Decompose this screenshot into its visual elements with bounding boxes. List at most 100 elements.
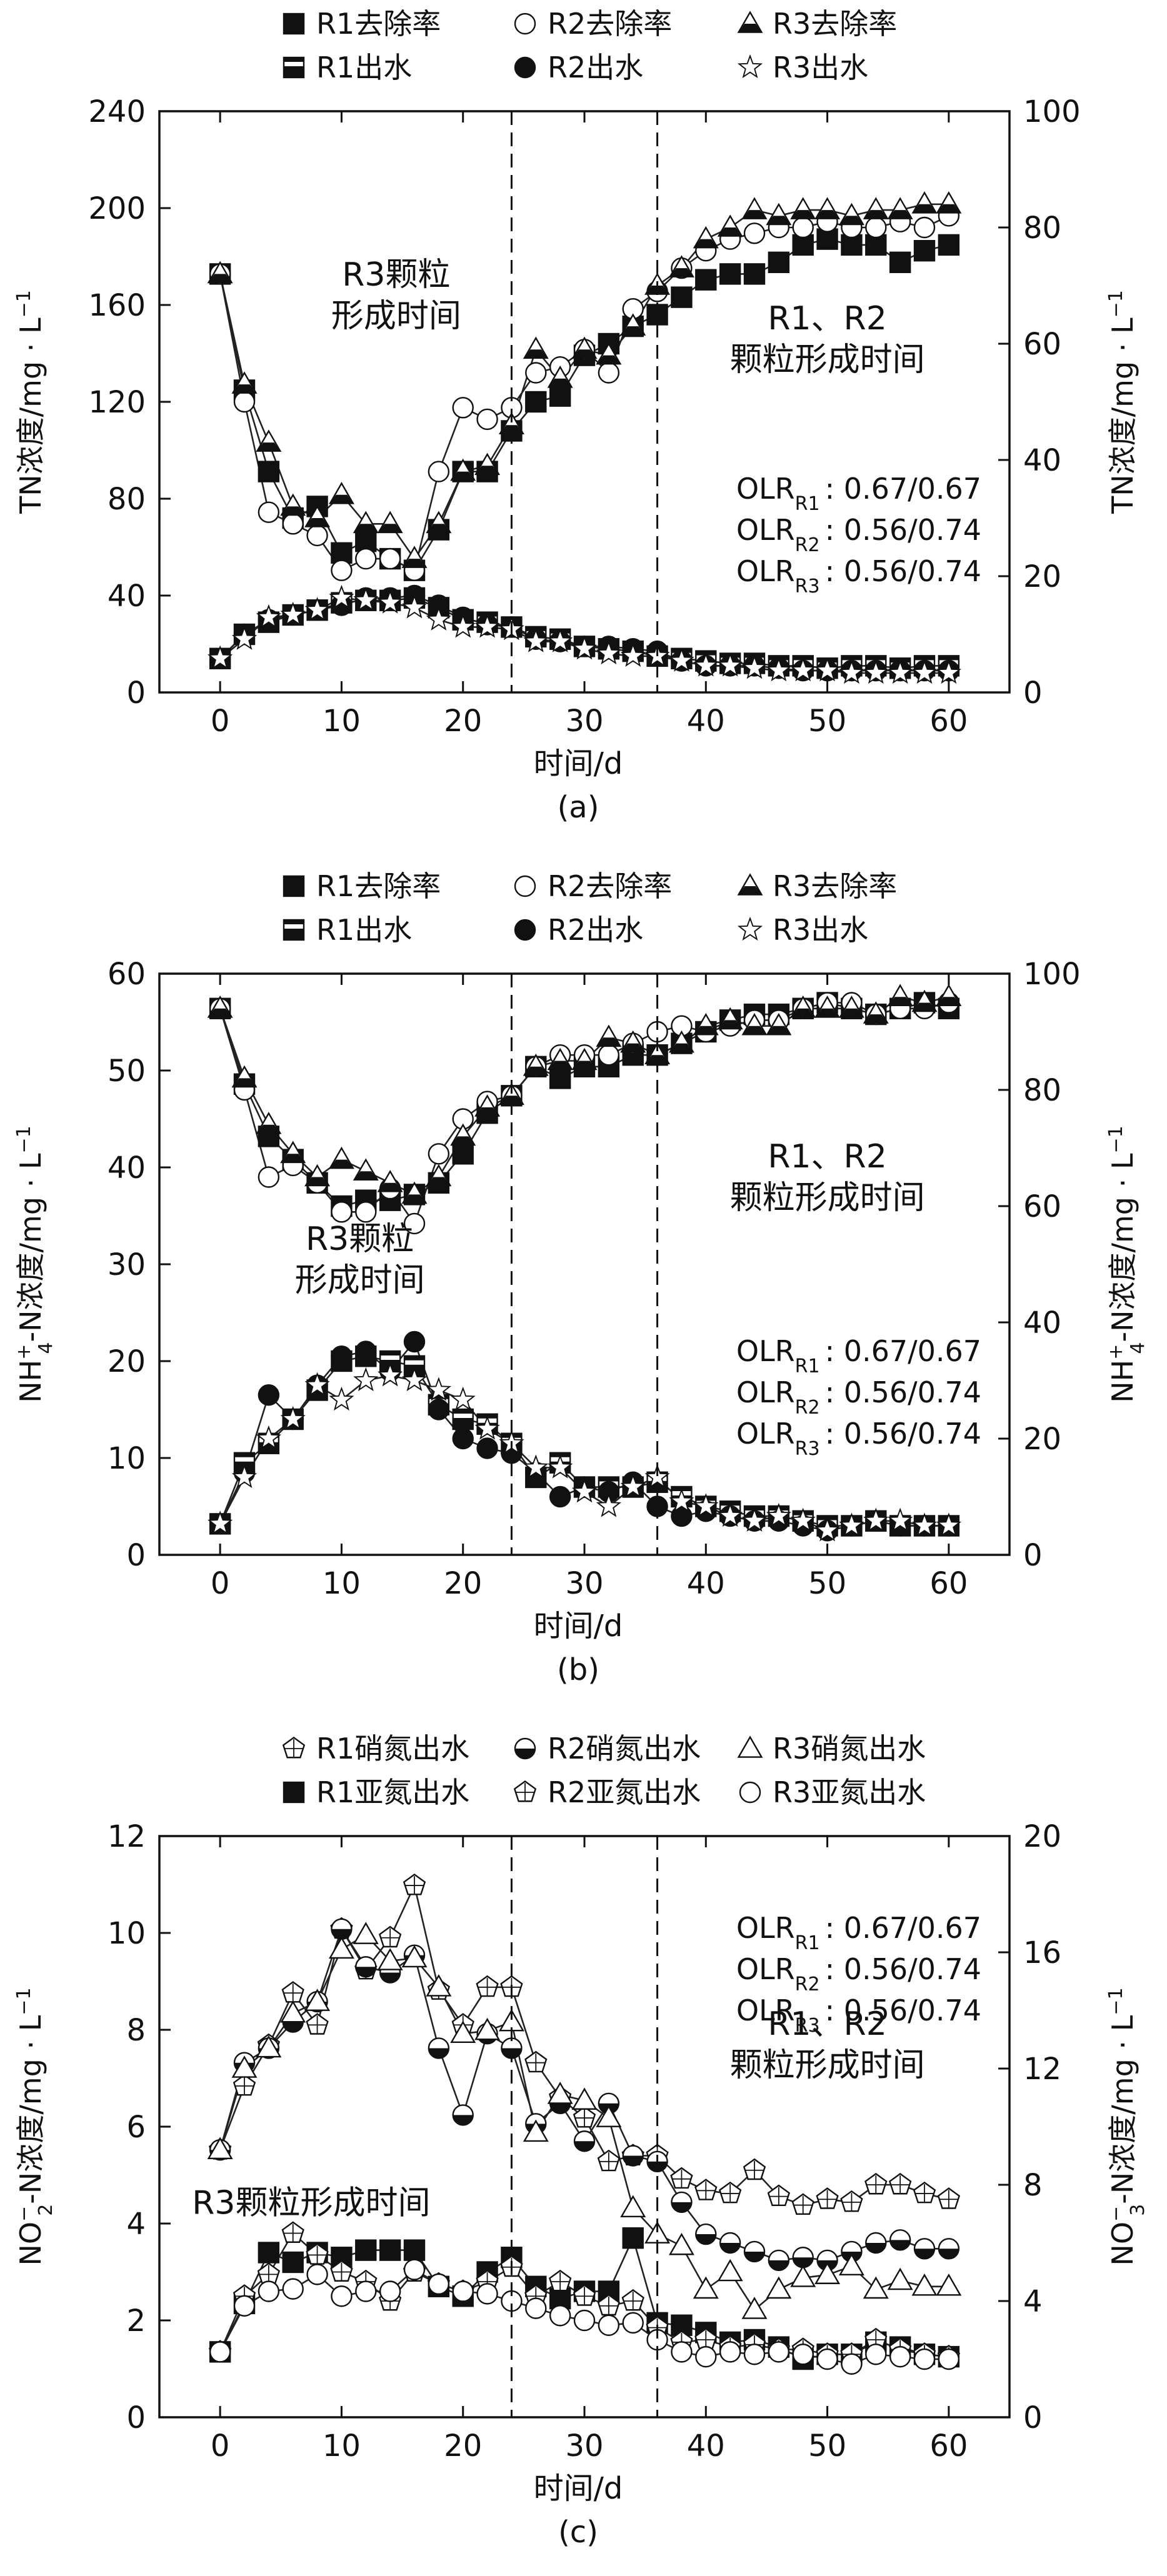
data-point xyxy=(936,191,962,214)
data-point xyxy=(622,2145,644,2167)
data-point xyxy=(379,2280,401,2302)
y-tick-label: 60 xyxy=(108,957,146,992)
data-point xyxy=(620,642,646,667)
data-point xyxy=(671,2341,693,2363)
data-point xyxy=(743,2240,766,2263)
data-point xyxy=(695,269,717,291)
annotation-line: 形成时间 xyxy=(331,297,461,335)
data-point xyxy=(814,995,841,1018)
data-point xyxy=(573,2284,596,2306)
data-point xyxy=(403,1330,426,1353)
x-tick-label: 30 xyxy=(565,704,603,739)
data-point xyxy=(353,587,379,611)
data-point xyxy=(571,636,598,660)
data-point xyxy=(863,1001,889,1024)
data-point xyxy=(304,1372,330,1396)
data-point xyxy=(231,2055,258,2078)
x-tick-label: 60 xyxy=(929,2429,968,2464)
data-point xyxy=(717,214,743,237)
data-point xyxy=(598,2092,620,2115)
data-point xyxy=(378,1362,403,1387)
data-point xyxy=(911,659,938,684)
data-point xyxy=(306,2013,329,2035)
data-point xyxy=(231,626,258,650)
annotation-line: R1、R2 xyxy=(768,2005,886,2043)
data-point xyxy=(573,2130,596,2152)
data-point xyxy=(353,1922,379,1944)
svg-text:NO−2-N浓度/mg · L−1: NO−2-N浓度/mg · L−1 xyxy=(13,1987,57,2265)
data-point xyxy=(428,1143,450,1165)
y2-tick-label: 0 xyxy=(1023,676,1043,711)
annotation: R3颗粒形成时间 xyxy=(192,2185,430,2222)
data-point xyxy=(814,1517,840,1542)
data-point xyxy=(717,2259,743,2282)
data-point xyxy=(598,2314,620,2336)
data-point xyxy=(523,1053,549,1076)
x-tick-label: 10 xyxy=(323,1566,361,1601)
data-point xyxy=(670,2167,693,2189)
data-point xyxy=(547,1047,573,1071)
data-point xyxy=(353,1367,379,1392)
y-axis-title: NO−2-N浓度/mg · L−1 xyxy=(13,1987,57,2265)
data-point xyxy=(644,1464,670,1489)
data-point xyxy=(328,1146,354,1169)
data-point xyxy=(571,336,598,359)
y2-tick-label: 20 xyxy=(1023,1819,1061,1854)
y-tick-label: 2 xyxy=(126,2304,146,2339)
data-point xyxy=(331,2285,353,2307)
data-point xyxy=(597,2294,621,2316)
legend-marker-circle xyxy=(514,919,536,941)
data-point xyxy=(450,1123,476,1146)
data-point xyxy=(207,261,233,284)
data-point xyxy=(401,546,428,568)
data-point xyxy=(452,2104,474,2126)
data-point xyxy=(280,493,306,516)
data-point xyxy=(668,1030,694,1053)
data-point xyxy=(474,1415,500,1440)
data-point xyxy=(598,362,620,384)
y-tick-label: 10 xyxy=(108,1916,146,1951)
x-axis-title: 时间/d xyxy=(534,746,623,781)
data-point xyxy=(596,2105,622,2127)
data-point xyxy=(693,652,719,677)
data-point xyxy=(306,2264,328,2285)
data-point xyxy=(792,216,814,239)
data-point xyxy=(426,511,452,534)
y-tick-label: 240 xyxy=(88,94,146,129)
x-tick-label: 50 xyxy=(808,2429,846,2464)
data-point xyxy=(426,1974,452,1997)
data-point xyxy=(622,2312,644,2334)
y-tick-label: 8 xyxy=(126,2013,146,2048)
legend-marker-pentagon-cross xyxy=(282,1736,306,1759)
data-point xyxy=(838,2253,864,2276)
data-point xyxy=(719,263,741,285)
legend: R1去除率 R2去除率 R3去除率 R1出水 R2出水 R3出水 xyxy=(283,7,897,84)
data-point xyxy=(719,2232,741,2254)
data-point xyxy=(450,2020,476,2044)
data-point xyxy=(330,2260,353,2282)
chart-panel-b: R1去除率 R2去除率 R3去除率 R1出水 R2出水 R3出水 0 10 20 30 40 50 60… xyxy=(13,869,1149,1687)
legend-marker-circle xyxy=(514,56,536,79)
series-line xyxy=(219,1002,949,1207)
data-point xyxy=(428,1399,450,1420)
data-point xyxy=(864,2327,888,2350)
chart-panel-c: R1硝氮出水 R2硝氮出水 R3硝氮出水 R1亚氮出水 R2亚氮出水 R3亚氮出水 0 10 2… xyxy=(13,1732,1149,2550)
data-point xyxy=(936,2273,962,2296)
data-point xyxy=(768,2249,790,2272)
data-point xyxy=(280,2000,306,2023)
y2-axis-title: NH+4-N浓度/mg · L−1 xyxy=(1105,1126,1149,1402)
data-point xyxy=(889,2229,911,2251)
series-line xyxy=(219,203,949,561)
data-point xyxy=(694,2327,718,2350)
y2-tick-label: 80 xyxy=(1023,211,1061,246)
data-point xyxy=(695,2345,717,2368)
data-point xyxy=(620,1474,646,1498)
data-point xyxy=(328,481,354,504)
data-point xyxy=(887,2267,913,2290)
data-point xyxy=(573,2105,596,2128)
legend: R1硝氮出水 R2硝氮出水 R3硝氮出水 R1亚氮出水 R2亚氮出水 R3亚氮出水 xyxy=(282,1732,926,1809)
svg-text:NO−3-N浓度/mg · L−1: NO−3-N浓度/mg · L−1 xyxy=(1105,1987,1149,2265)
panel-label: (c) xyxy=(558,2515,598,2550)
legend-marker-square xyxy=(283,875,305,897)
